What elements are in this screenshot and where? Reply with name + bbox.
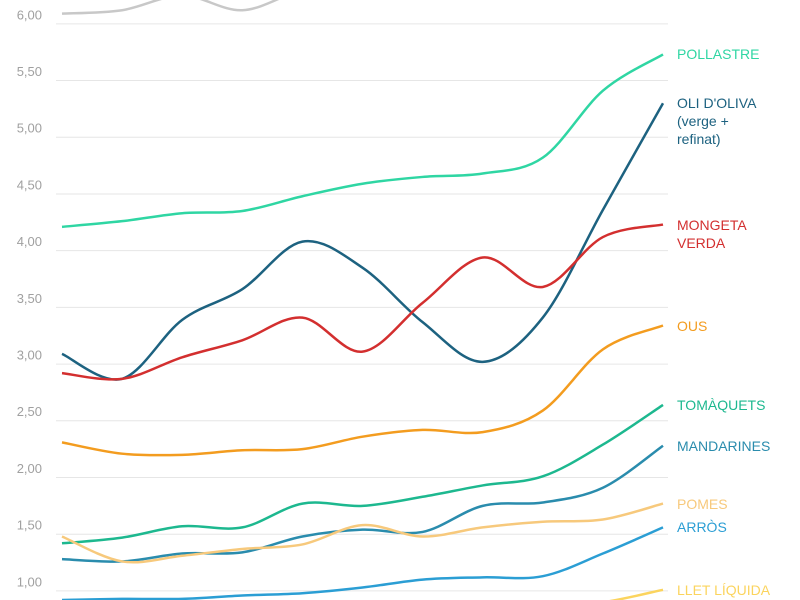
series-label: OUS (677, 317, 708, 334)
series-label: POMES (677, 495, 728, 512)
series-line (61, 324, 664, 457)
y-tick-label: 3,50 (17, 291, 42, 306)
series-label: OLI D'OLIVA (verge + refinat) (677, 95, 757, 148)
series-line (61, 223, 664, 381)
series-line (61, 403, 664, 545)
series-label: MONGETA VERDA (677, 216, 747, 251)
series-line (61, 502, 664, 564)
series-line (61, 444, 664, 563)
series-label: LLET LÍQUIDA (677, 581, 771, 598)
y-tick-label: 4,50 (17, 177, 42, 192)
series-label: POLLASTRE (677, 46, 760, 63)
series-line (61, 0, 280, 15)
y-tick-label: 4,00 (17, 234, 42, 249)
series-label: MANDARINES (677, 437, 771, 454)
series-line (61, 102, 665, 381)
y-tick-label: 3,00 (17, 348, 42, 363)
series-label: TOMÀQUETS (677, 396, 766, 413)
y-tick-label: 5,50 (17, 64, 42, 79)
series-line (61, 53, 664, 229)
series-line (61, 526, 664, 600)
y-tick-label: 6,00 (17, 7, 42, 22)
y-tick-label: 2,00 (17, 461, 42, 476)
y-tick-label: 2,50 (17, 404, 42, 419)
series-label: ARRÒS (677, 519, 727, 536)
y-tick-label: 1,00 (17, 574, 42, 589)
y-tick-label: 1,50 (17, 518, 42, 533)
y-tick-label: 5,00 (17, 121, 42, 136)
